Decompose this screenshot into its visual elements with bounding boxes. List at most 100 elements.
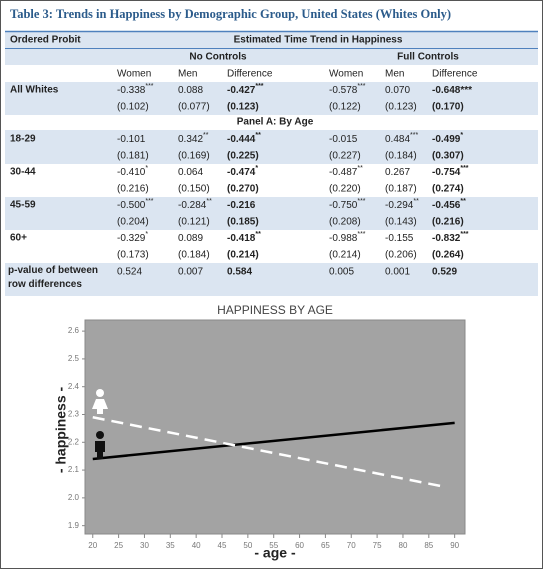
x-tick-label: 75 bbox=[373, 541, 382, 550]
cell: -0.329* bbox=[117, 231, 148, 244]
x-axis-label: - age - bbox=[254, 545, 296, 561]
woman-icon bbox=[92, 389, 108, 414]
x-tick-label: 65 bbox=[321, 541, 330, 550]
cell-value: -0.101 bbox=[117, 134, 146, 145]
icon-head bbox=[96, 389, 104, 397]
x-tick-label: 60 bbox=[295, 541, 304, 550]
standard-error: (0.270) bbox=[227, 184, 259, 195]
cell-value: -0.015 bbox=[329, 134, 358, 145]
cell-value: -0.155 bbox=[385, 233, 414, 244]
y-axis-label: - happiness - bbox=[53, 386, 69, 473]
cell-value: -0.329 bbox=[117, 233, 146, 244]
cell-value: -0.474 bbox=[227, 167, 256, 178]
significance-stars: * bbox=[145, 231, 148, 238]
cell: -0.988*** bbox=[329, 231, 366, 244]
row-label: 45-59 bbox=[10, 200, 36, 211]
y-tick-label: 2.5 bbox=[68, 354, 80, 363]
pvalue-label-box: p-value of between row differences bbox=[8, 265, 98, 290]
panel-header: Panel A: By Age bbox=[237, 117, 314, 128]
x-tick-label: 20 bbox=[88, 541, 97, 550]
cell-value: -0.427 bbox=[227, 85, 256, 96]
standard-error: (0.214) bbox=[227, 250, 259, 261]
table-title: Table 3: Trends in Happiness by Demograp… bbox=[10, 7, 451, 21]
standard-error: (0.121) bbox=[178, 217, 210, 228]
x-tick-label: 50 bbox=[243, 541, 252, 550]
significance-stars: *** bbox=[255, 83, 263, 90]
significance-stars: *** bbox=[357, 231, 365, 238]
standard-error: (0.123) bbox=[227, 102, 259, 113]
cell-value: -0.832 bbox=[432, 233, 461, 244]
significance-stars: ** bbox=[460, 198, 466, 205]
man-icon bbox=[95, 431, 105, 459]
x-tick-label: 30 bbox=[140, 541, 149, 550]
x-tick-label: 85 bbox=[424, 541, 433, 550]
cell-value: 0.070 bbox=[385, 85, 410, 96]
cell-value: -0.648*** bbox=[432, 85, 472, 96]
icon-head bbox=[96, 431, 104, 439]
cell: 0.484*** bbox=[385, 132, 418, 145]
column-header: Difference bbox=[227, 69, 273, 80]
cell: -0.500*** bbox=[117, 198, 154, 211]
spanner: Estimated Time Trend in Happiness bbox=[234, 35, 403, 46]
cell: -0.648*** bbox=[432, 85, 472, 96]
cell: 0.089 bbox=[178, 233, 203, 244]
significance-stars: * bbox=[460, 132, 463, 139]
band bbox=[5, 263, 538, 296]
cell-value: -0.578 bbox=[329, 85, 358, 96]
cell: -0.474* bbox=[227, 165, 258, 178]
standard-error: (0.143) bbox=[385, 217, 417, 228]
significance-stars: ** bbox=[206, 198, 212, 205]
standard-error: (0.307) bbox=[432, 151, 464, 162]
significance-stars: *** bbox=[410, 132, 418, 139]
y-tick-label: 2.2 bbox=[68, 437, 80, 446]
significance-stars: ** bbox=[357, 165, 363, 172]
cell-value: 0.089 bbox=[178, 233, 203, 244]
band bbox=[5, 197, 538, 230]
cell: -0.499* bbox=[432, 132, 463, 145]
cell: -0.338*** bbox=[117, 83, 154, 96]
cell-value: -0.284 bbox=[178, 200, 207, 211]
standard-error: (0.173) bbox=[117, 250, 149, 261]
standard-error: (0.216) bbox=[117, 184, 149, 195]
standard-error: (0.184) bbox=[178, 250, 210, 261]
cell: -0.750*** bbox=[329, 198, 366, 211]
cell-value: -0.487 bbox=[329, 167, 358, 178]
row-label: 18-29 bbox=[10, 134, 36, 145]
cell: -0.487** bbox=[329, 165, 363, 178]
cell: -0.427*** bbox=[227, 83, 264, 96]
cell: 0.070 bbox=[385, 85, 410, 96]
standard-error: (0.274) bbox=[432, 184, 464, 195]
standard-error: (0.208) bbox=[329, 217, 361, 228]
column-header: Men bbox=[178, 69, 197, 80]
cell: -0.155 bbox=[385, 233, 414, 244]
series-line bbox=[92, 416, 445, 488]
significance-stars: *** bbox=[460, 165, 468, 172]
column-header: Men bbox=[385, 69, 404, 80]
cell: -0.456** bbox=[432, 198, 466, 211]
significance-stars: ** bbox=[255, 231, 261, 238]
row-label: All Whites bbox=[10, 85, 59, 96]
cell: 0.342** bbox=[178, 132, 209, 145]
cell-value: -0.338 bbox=[117, 85, 146, 96]
cell-value: -0.750 bbox=[329, 200, 358, 211]
p-value: 0.529 bbox=[432, 267, 457, 278]
cell: 0.267 bbox=[385, 167, 410, 178]
band bbox=[5, 130, 538, 164]
y-tick-label: 2.4 bbox=[68, 382, 80, 391]
cell: -0.015 bbox=[329, 134, 358, 145]
x-tick-label: 40 bbox=[192, 541, 201, 550]
cell: -0.216 bbox=[227, 200, 256, 211]
chart-title: HAPPINESS BY AGE bbox=[217, 303, 333, 317]
column-header: Difference bbox=[432, 69, 478, 80]
standard-error: (0.206) bbox=[385, 250, 417, 261]
x-tick-label: 25 bbox=[114, 541, 123, 550]
p-value: 0.001 bbox=[385, 267, 410, 278]
y-tick-label: 2.1 bbox=[68, 465, 80, 474]
x-tick-label: 55 bbox=[269, 541, 278, 550]
cell: -0.410* bbox=[117, 165, 148, 178]
cell-value: -0.444 bbox=[227, 134, 256, 145]
cell: 0.088 bbox=[178, 85, 203, 96]
standard-error: (0.184) bbox=[385, 151, 417, 162]
series-line bbox=[92, 421, 455, 461]
significance-stars: *** bbox=[145, 198, 153, 205]
